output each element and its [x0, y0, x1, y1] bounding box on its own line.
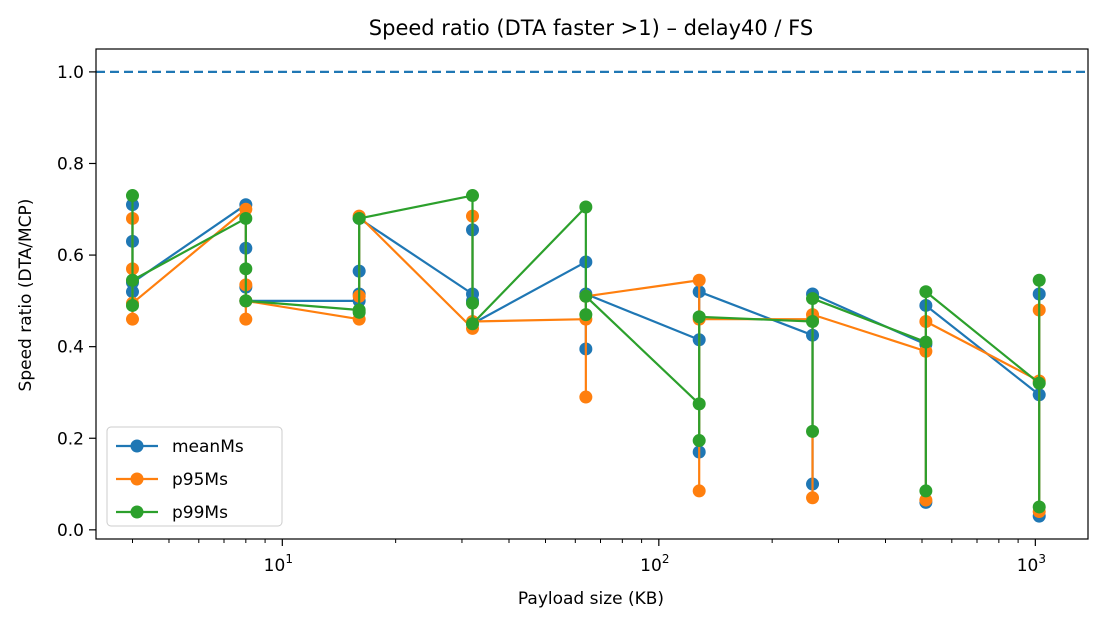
data-point-p95Ms — [239, 312, 253, 326]
data-point-p99Ms — [352, 305, 366, 319]
data-point-p99Ms — [919, 484, 933, 498]
data-point-p99Ms — [806, 292, 820, 306]
x-axis-label: Payload size (KB) — [518, 589, 664, 609]
data-point-p99Ms — [806, 424, 820, 438]
data-point-p99Ms — [125, 189, 139, 203]
data-point-p99Ms — [125, 298, 139, 312]
data-point-p99Ms — [466, 189, 480, 203]
legend-marker — [130, 439, 144, 453]
legend-entry-meanMs: meanMs — [116, 437, 244, 457]
legend-entry-p99Ms: p99Ms — [116, 503, 228, 523]
data-point-p99Ms — [579, 200, 593, 214]
legend-label: p99Ms — [172, 503, 228, 523]
chart-title: Speed ratio (DTA faster >1) – delay40 / … — [369, 16, 813, 40]
data-point-p99Ms — [352, 211, 366, 225]
data-point-p95Ms — [579, 390, 593, 404]
data-point-p99Ms — [579, 308, 593, 322]
data-point-p95Ms — [239, 202, 253, 216]
x-tick-label: 103 — [1017, 552, 1046, 576]
x-tick-label: 101 — [264, 552, 293, 576]
data-point-p99Ms — [806, 314, 820, 328]
data-point-p99Ms — [239, 262, 253, 276]
x-tick-label: 102 — [640, 552, 669, 576]
legend-label: p95Ms — [172, 470, 228, 490]
legend-entry-p95Ms: p95Ms — [116, 470, 228, 490]
data-point-p95Ms — [692, 273, 706, 287]
y-tick-label: 0.0 — [57, 521, 84, 541]
data-point-p99Ms — [1032, 273, 1046, 287]
data-point-p99Ms — [1032, 500, 1046, 514]
plot-area: 101 102 103 0.0 0.2 0.4 0.6 0.8 1.0 — [57, 48, 1089, 576]
data-point-p99Ms — [579, 289, 593, 303]
y-tick-label: 0.2 — [57, 429, 84, 449]
legend-label: meanMs — [172, 437, 244, 457]
data-point-p99Ms — [125, 273, 139, 287]
y-tick-label: 0.8 — [57, 154, 84, 174]
data-point-p99Ms — [919, 335, 933, 349]
data-point-p99Ms — [1032, 376, 1046, 390]
legend-box — [106, 426, 283, 527]
data-point-p95Ms — [125, 312, 139, 326]
data-point-p95Ms — [806, 491, 820, 505]
x-minor-ticks — [131, 539, 1019, 543]
legend-marker — [130, 505, 144, 519]
data-point-p99Ms — [239, 294, 253, 308]
y-tick-label: 0.6 — [57, 246, 84, 266]
legend: meanMs p95Ms p99Ms — [106, 426, 283, 527]
legend-marker — [130, 472, 144, 486]
data-point-p99Ms — [692, 397, 706, 411]
axes-frame — [95, 48, 1089, 540]
data-point-p99Ms — [239, 211, 253, 225]
y-tick-label: 1.0 — [57, 63, 84, 83]
y-axis-label: Speed ratio (DTA/MCP) — [16, 199, 36, 392]
data-point-p99Ms — [466, 296, 480, 310]
y-tick-label: 0.4 — [57, 338, 84, 358]
series-p99Ms — [125, 189, 1046, 514]
data-point-p99Ms — [692, 310, 706, 324]
data-point-p95Ms — [919, 493, 933, 507]
data-point-p95Ms — [692, 484, 706, 498]
data-point-p99Ms — [692, 434, 706, 448]
data-point-p99Ms — [919, 285, 933, 299]
data-point-p99Ms — [466, 317, 480, 331]
